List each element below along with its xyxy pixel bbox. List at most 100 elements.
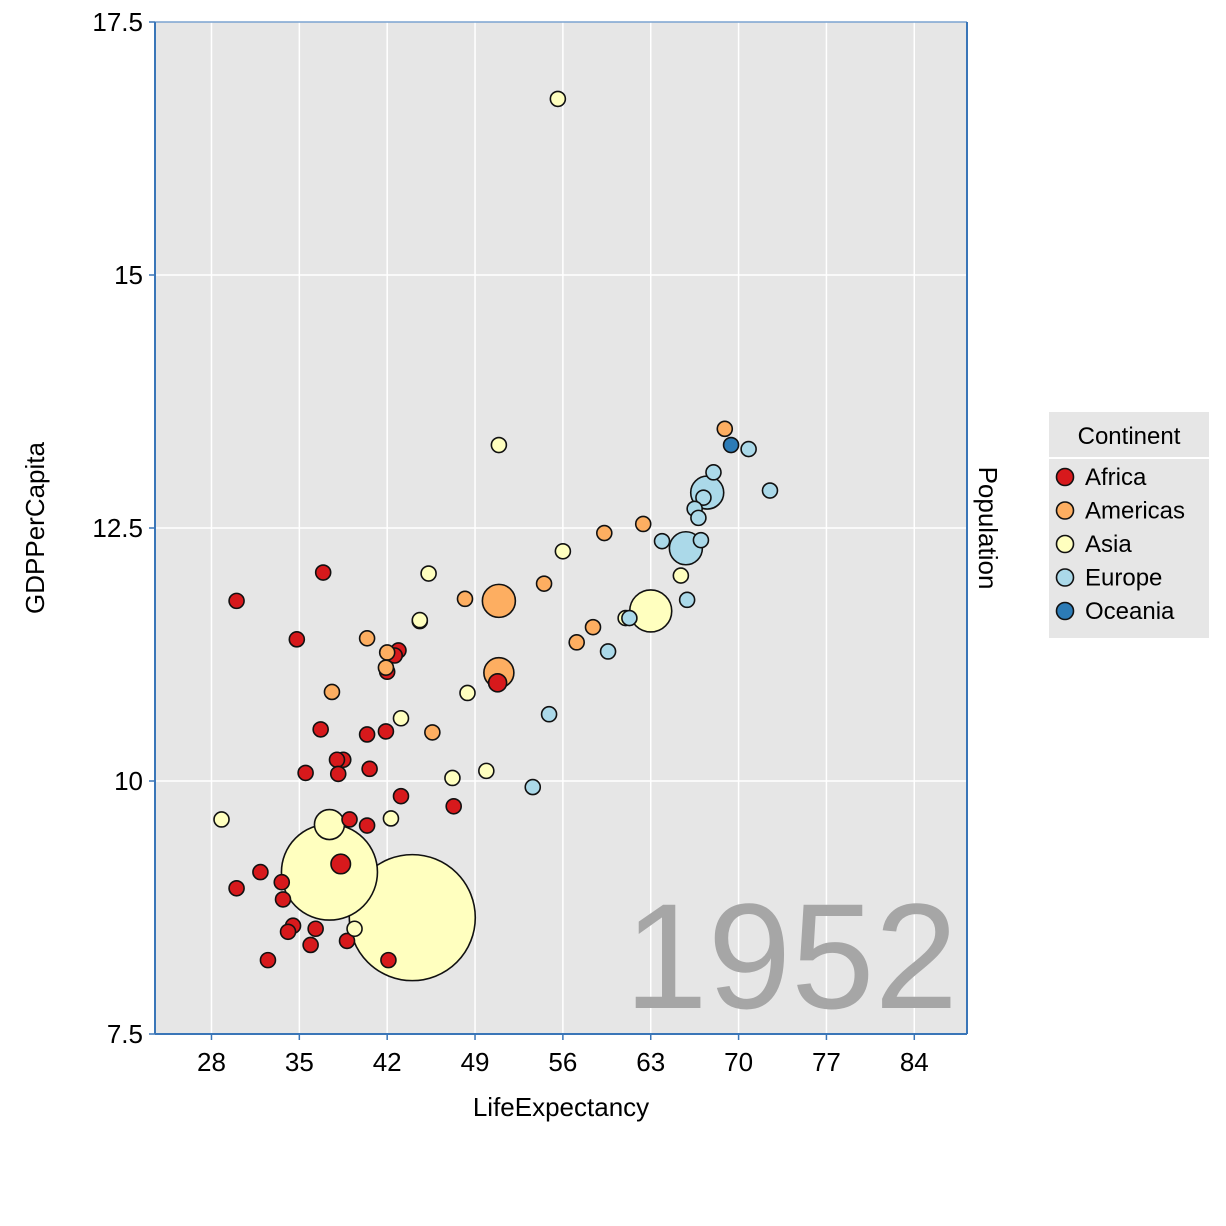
data-point-americas [584, 618, 602, 636]
data-point-africa [274, 891, 292, 908]
x-tick-label: 63 [636, 1047, 665, 1077]
data-point-africa [329, 765, 347, 783]
data-point-asia [549, 90, 567, 108]
data-point-africa [314, 564, 332, 581]
y-axis-title: GDPPerCapita [20, 441, 50, 613]
x-tick-label: 56 [548, 1047, 577, 1077]
data-point-americas [377, 659, 395, 676]
x-tick-label: 35 [285, 1047, 314, 1077]
x-tick-label: 70 [724, 1047, 753, 1077]
legend-box [1049, 412, 1209, 638]
data-point-europe [621, 609, 638, 627]
data-point-africa [361, 760, 378, 778]
y-tick-label: 17.5 [92, 7, 143, 37]
y-tick-label: 15 [114, 260, 143, 290]
legend-label-americas: Americas [1085, 498, 1185, 525]
data-point-europe [599, 643, 617, 660]
data-point-americas [595, 524, 613, 542]
data-point-americas [481, 583, 517, 619]
data-point-europe [524, 778, 542, 796]
x-tick-label: 49 [461, 1047, 490, 1077]
data-point-africa [338, 932, 356, 950]
x-tick-label: 28 [197, 1047, 226, 1077]
data-point-europe [695, 489, 712, 506]
data-point-asia [411, 611, 429, 629]
data-point-africa [377, 723, 395, 740]
data-point-europe [692, 531, 710, 549]
data-point-americas [568, 634, 585, 651]
legend-marker-asia [1055, 534, 1075, 554]
data-point-americas [716, 420, 734, 438]
x-axis-title: LifeExpectancy [473, 1092, 649, 1122]
data-point-asia [213, 811, 230, 828]
legend-marker-europe [1055, 568, 1075, 587]
data-point-africa [297, 764, 314, 782]
data-point-europe [653, 532, 671, 550]
data-point-asia [478, 762, 495, 780]
data-point-asia [459, 684, 476, 702]
x-axis-ticks: 28 35 42 49 56 63 70 77 84 [197, 1034, 929, 1077]
legend-entries: Africa Americas Asia Europe Oceania [1055, 464, 1185, 625]
legend-label-africa: Africa [1085, 464, 1147, 491]
data-point-africa [358, 726, 376, 743]
data-point-americas [358, 630, 376, 647]
data-point-asia [628, 589, 673, 633]
data-point-asia [672, 567, 690, 584]
data-point-africa [228, 592, 245, 610]
data-point-africa [341, 811, 358, 828]
data-point-africa [328, 751, 346, 769]
data-point-africa [273, 873, 291, 891]
y-axis-ticks: 7.5 10 12.5 15 17.5 [92, 7, 155, 1049]
legend-label-oceania: Oceania [1085, 598, 1175, 625]
year-label: 1952 [624, 872, 958, 1040]
data-point-europe [761, 482, 779, 499]
data-point-americas [634, 515, 652, 533]
data-point-asia [444, 769, 461, 787]
data-point-americas [323, 683, 341, 701]
x-tick-label: 42 [373, 1047, 402, 1077]
y-tick-label: 10 [114, 766, 143, 796]
data-point-oceania [722, 436, 740, 454]
data-point-asia [392, 709, 410, 727]
legend-label-asia: Asia [1085, 531, 1132, 558]
legend-label-europe: Europe [1085, 565, 1162, 592]
data-point-africa [252, 863, 269, 881]
data-point-africa [392, 787, 410, 805]
data-point-asia [313, 808, 346, 841]
data-point-africa [358, 817, 376, 834]
data-point-asia [490, 436, 508, 454]
x-tick-label: 84 [900, 1047, 929, 1077]
data-points [213, 90, 779, 982]
data-point-africa [228, 879, 245, 897]
data-point-africa [487, 673, 508, 693]
data-point-asia [346, 920, 363, 938]
data-point-europe [678, 591, 696, 609]
data-point-africa [312, 721, 329, 738]
data-point-europe [705, 464, 722, 481]
data-point-europe [690, 509, 707, 527]
legend: Continent Africa Americas Asia Europe Oceani… [1049, 412, 1209, 638]
data-point-africa [279, 923, 297, 941]
size-axis-title: Population [973, 467, 1003, 590]
y-tick-label: 12.5 [92, 513, 143, 543]
data-point-africa [380, 951, 397, 969]
legend-title: Continent [1078, 423, 1181, 450]
data-point-europe [740, 440, 757, 458]
data-point-asia [554, 542, 572, 560]
data-point-asia [348, 853, 477, 982]
data-point-africa [288, 631, 306, 648]
data-point-americas [456, 590, 474, 608]
y-tick-label: 7.5 [107, 1019, 143, 1049]
data-point-americas [424, 724, 441, 741]
data-point-africa [259, 951, 277, 969]
legend-marker-oceania [1055, 601, 1075, 621]
data-point-africa [307, 920, 324, 938]
x-tick-label: 77 [812, 1047, 841, 1077]
data-point-asia [382, 810, 400, 827]
data-point-europe [540, 705, 558, 723]
data-point-americas [535, 575, 553, 592]
data-point-asia [420, 565, 437, 582]
legend-marker-africa [1055, 467, 1075, 487]
legend-marker-americas [1055, 501, 1075, 520]
